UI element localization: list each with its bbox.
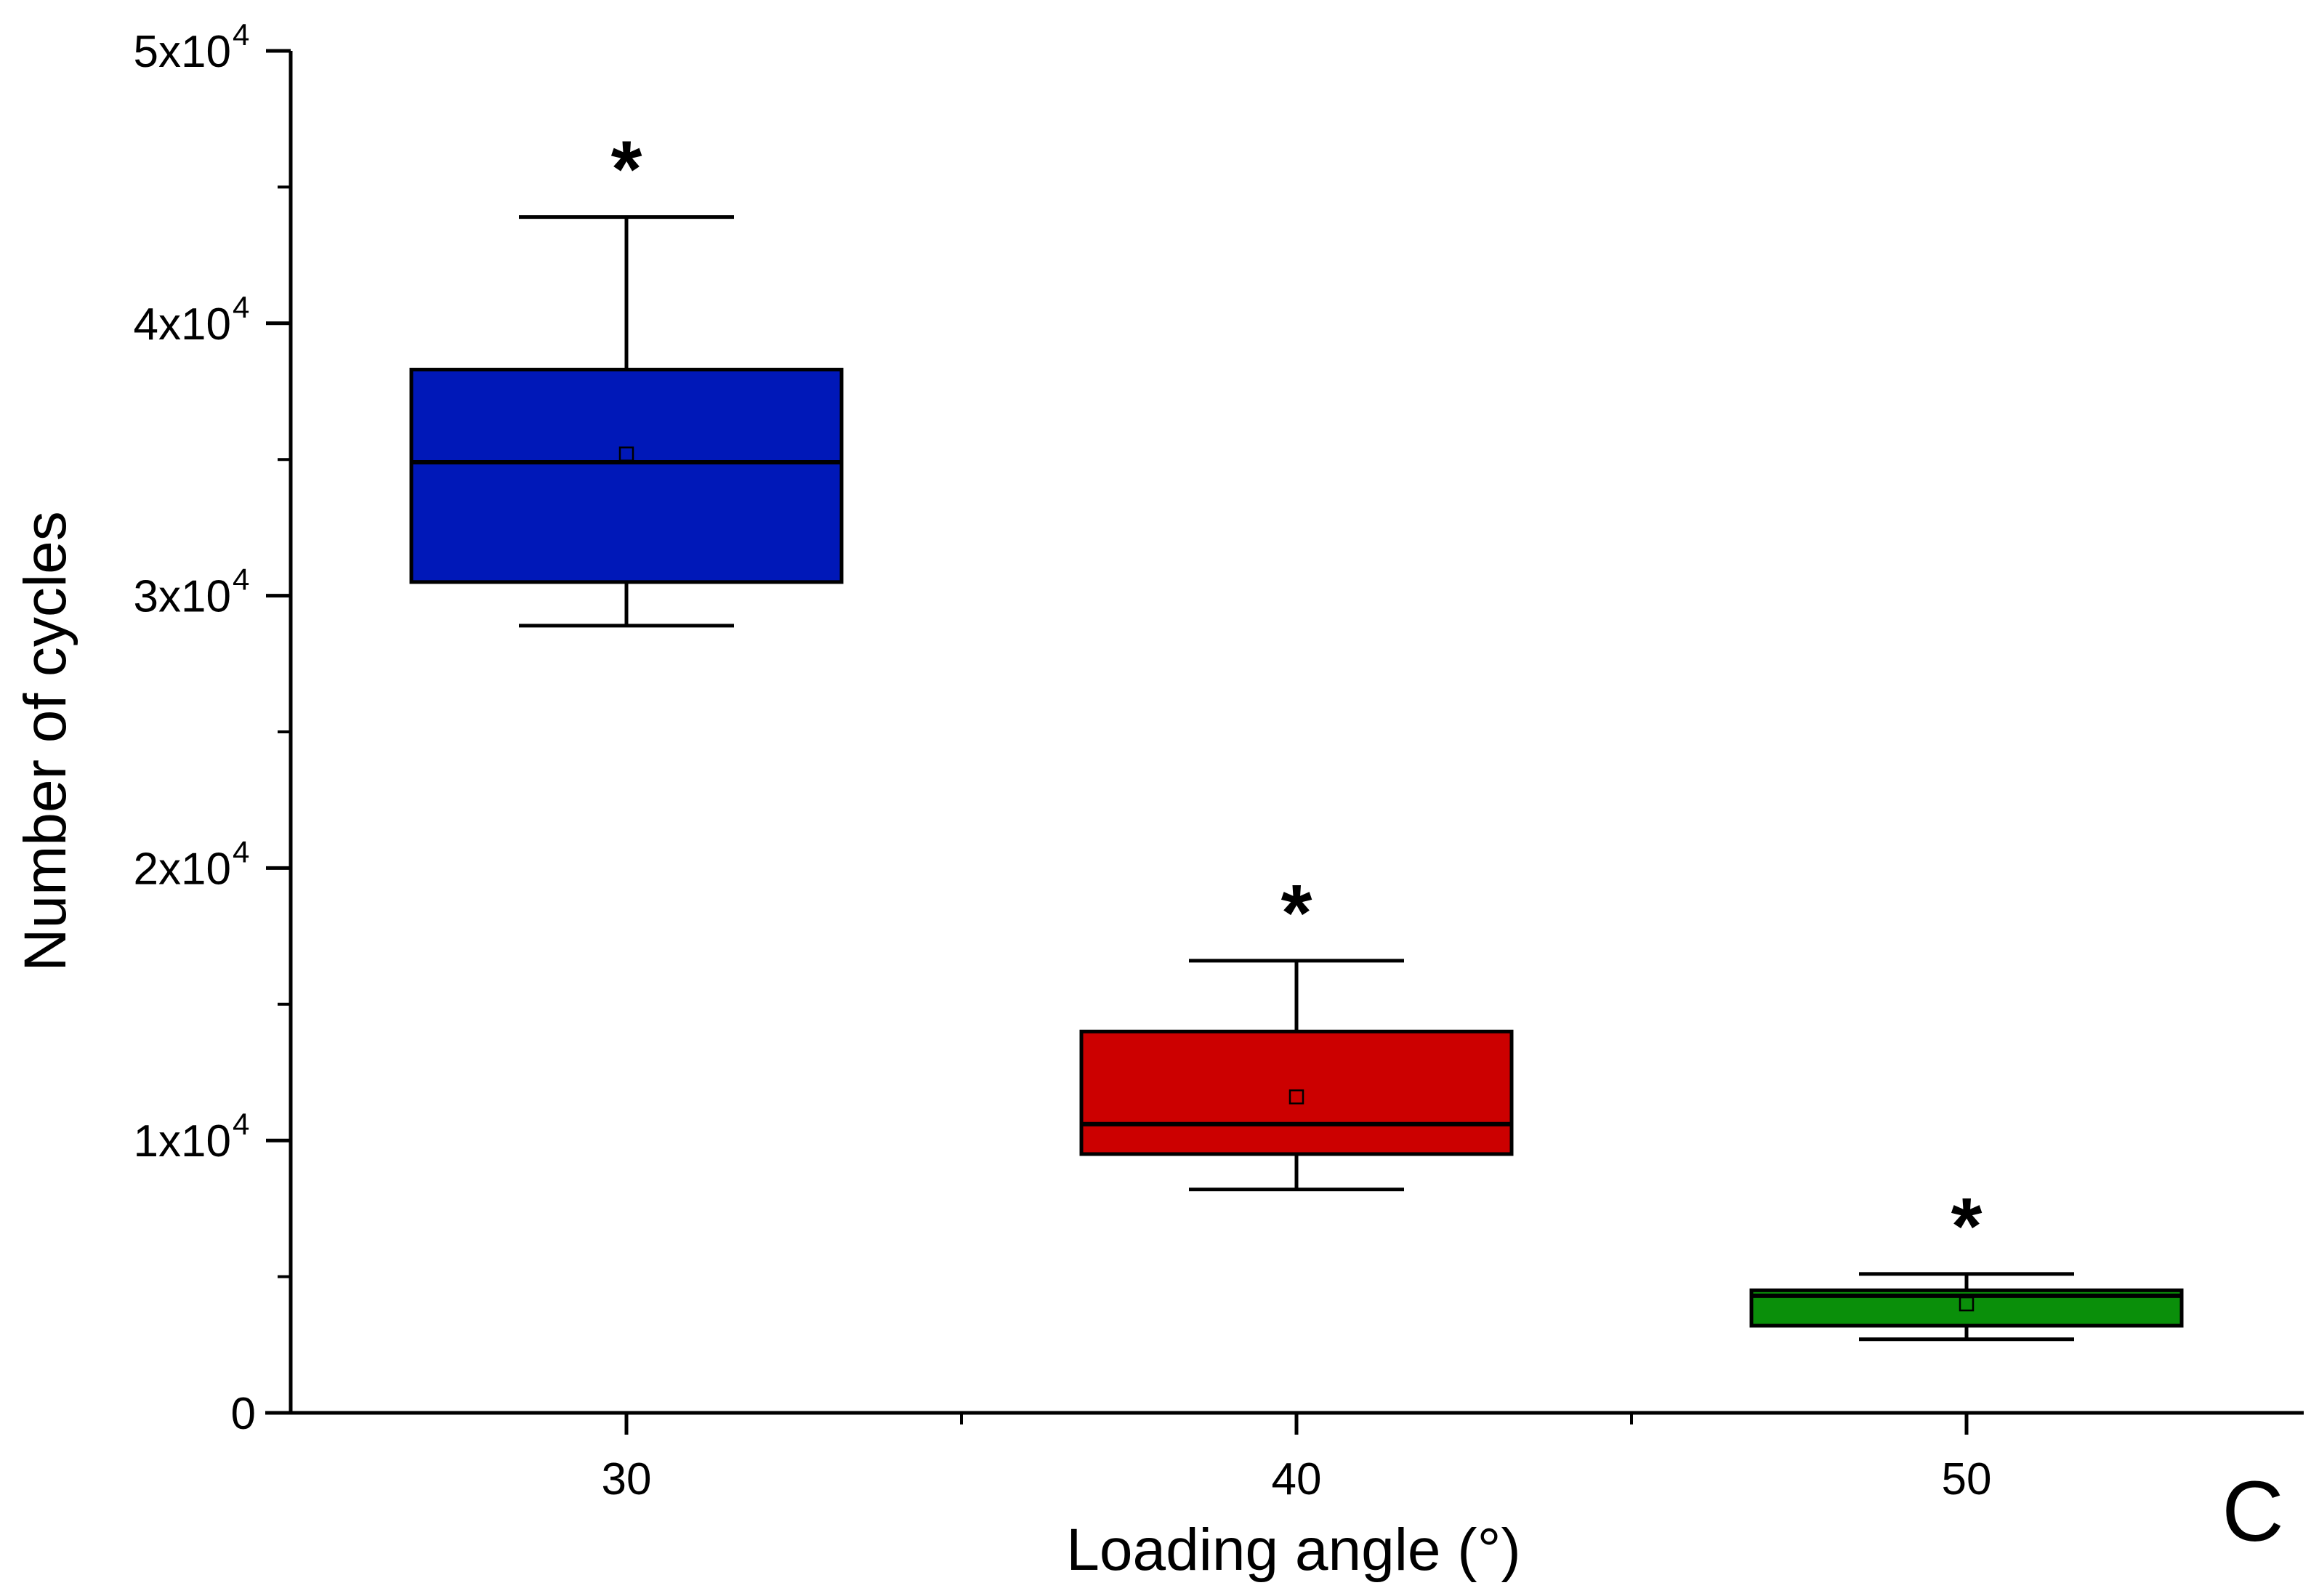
y-tick-label: 1x10 bbox=[134, 1116, 231, 1166]
mean-marker bbox=[618, 446, 634, 462]
axes bbox=[265, 51, 2304, 1415]
y-tick-exponent: 4 bbox=[233, 834, 249, 868]
y-axis-title: Number of cycles bbox=[12, 511, 78, 971]
y-tick-label: 0 bbox=[231, 1389, 256, 1439]
y-tick-label: 5x10 bbox=[134, 27, 231, 77]
x-tick-label: 50 bbox=[1942, 1454, 1992, 1504]
interquartile-box bbox=[1079, 1029, 1514, 1156]
x-tick-label: 40 bbox=[1272, 1454, 1322, 1504]
y-tick-label: 3x10 bbox=[134, 572, 231, 622]
x-axis-title: Loading angle (°) bbox=[1066, 1517, 1520, 1583]
significance-star: * bbox=[1951, 1182, 1983, 1271]
y-tick-label: 4x10 bbox=[134, 299, 231, 350]
y-tick-label: 2x10 bbox=[134, 844, 231, 894]
y-tick-exponent: 4 bbox=[233, 17, 249, 52]
box-series: * * * bbox=[409, 125, 2184, 1342]
y-tick-exponent: 4 bbox=[233, 563, 249, 597]
significance-star: * bbox=[611, 125, 642, 214]
y-tick-exponent: 4 bbox=[233, 290, 249, 324]
significance-star: * bbox=[1281, 868, 1312, 958]
mean-marker bbox=[1288, 1089, 1304, 1105]
mean-marker bbox=[1959, 1296, 1975, 1312]
x-axis-ticks: 30 40 50 bbox=[602, 1413, 1992, 1504]
panel-label: C bbox=[2222, 1464, 2283, 1560]
y-tick-exponent: 4 bbox=[233, 1107, 249, 1141]
box-40: * bbox=[1079, 868, 1514, 1192]
interquartile-box bbox=[409, 368, 844, 584]
x-tick-label: 30 bbox=[602, 1454, 652, 1504]
box-30: * bbox=[409, 125, 844, 628]
box-50: * bbox=[1749, 1182, 2184, 1342]
